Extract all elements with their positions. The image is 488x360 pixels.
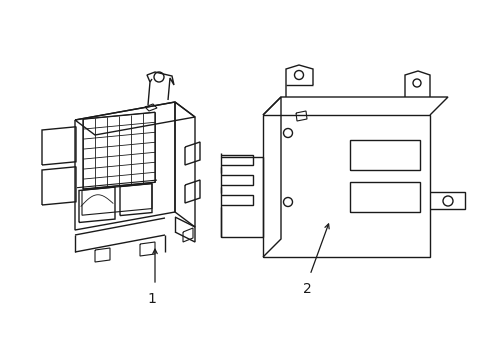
Text: 1: 1 (147, 292, 156, 306)
Text: 2: 2 (302, 282, 311, 296)
